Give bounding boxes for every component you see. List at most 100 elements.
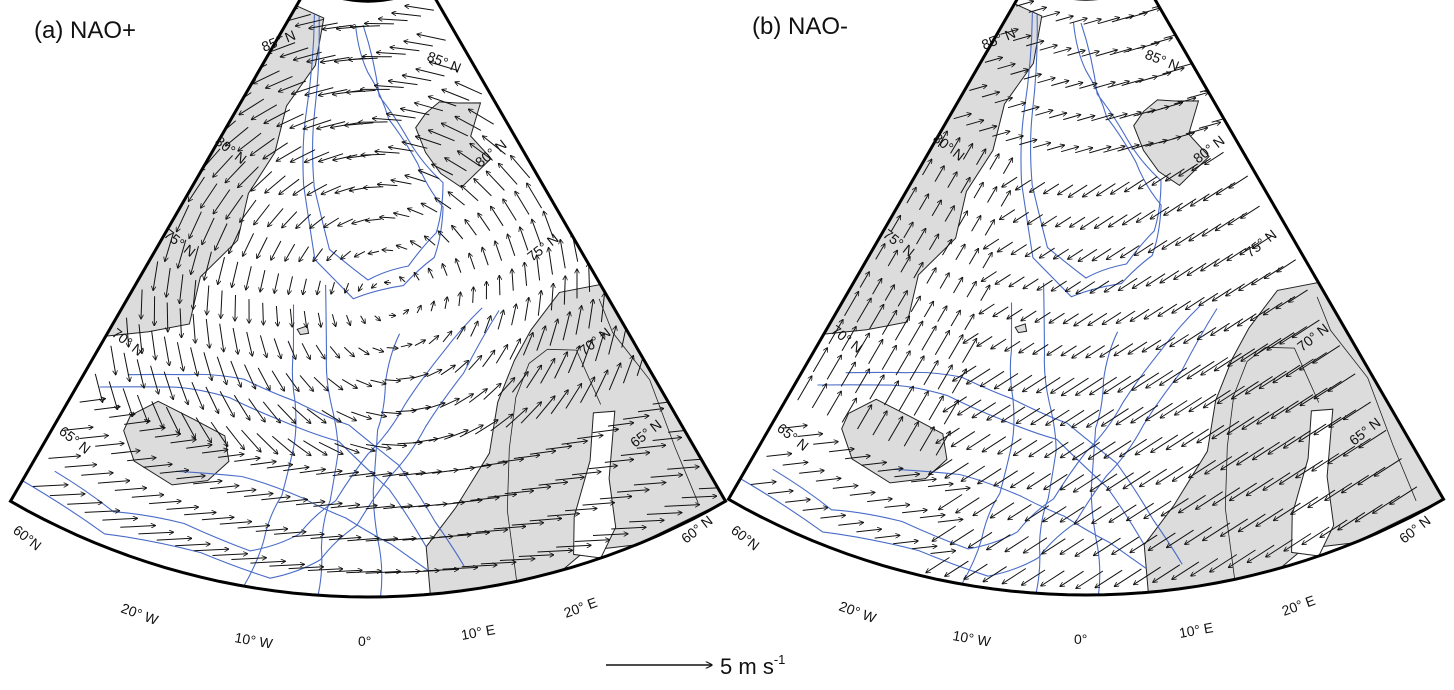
wind-vector (468, 389, 487, 403)
wind-vector (1221, 518, 1248, 536)
wind-vector (636, 445, 666, 449)
lat-label: 80° N (1190, 132, 1228, 166)
wind-vector (526, 365, 542, 389)
wind-vector (1263, 472, 1291, 491)
wind-vector (1213, 288, 1232, 301)
wind-vector (939, 273, 949, 289)
wind-vector (453, 500, 482, 504)
wind-vector (366, 219, 382, 221)
wind-vector (947, 172, 957, 188)
wind-vector (1005, 536, 1029, 552)
lat-label: 75° N (524, 230, 562, 264)
wind-vector (1313, 345, 1341, 364)
wind-vector (497, 459, 524, 463)
wind-vector (524, 298, 529, 321)
wind-vector (499, 276, 500, 296)
wind-vector (513, 455, 540, 459)
wind-vector (1097, 18, 1120, 25)
wind-vector (304, 311, 306, 327)
wind-vector (1117, 145, 1140, 152)
bathymetry-contour (99, 386, 427, 548)
wind-vector (356, 379, 371, 386)
wind-vector (1083, 19, 1102, 25)
wind-vector (303, 440, 327, 455)
wind-vector (360, 315, 366, 324)
wind-vector (32, 485, 68, 487)
lon-label: 0° (1074, 631, 1087, 647)
wind-vector (219, 522, 252, 525)
wind-vector (141, 289, 142, 319)
wind-vector (1118, 277, 1138, 290)
wind-vector (923, 301, 933, 318)
wind-vector (310, 536, 343, 539)
wind-vector (306, 408, 326, 423)
wind-vector (244, 364, 256, 389)
wind-vector (599, 496, 632, 500)
wind-vector (416, 136, 442, 146)
wind-vector (1063, 313, 1079, 324)
wind-vector (963, 332, 979, 343)
wind-vector (203, 352, 212, 380)
wind-vector (950, 528, 975, 544)
wind-vector (405, 175, 426, 183)
wind-vector (219, 323, 224, 352)
wind-vector (321, 409, 341, 422)
wind-vector (499, 559, 535, 561)
wind-vector (293, 181, 314, 195)
wind-vector (483, 136, 506, 155)
wind-vector (1028, 7, 1047, 13)
wind-vector (1035, 311, 1051, 322)
wind-vector (95, 443, 124, 447)
wind-vector (1266, 539, 1293, 558)
wind-vector (832, 486, 858, 489)
wind-vector (209, 486, 239, 490)
wind-vector (604, 459, 634, 463)
wind-vector (67, 503, 102, 505)
wind-vector (1095, 569, 1123, 588)
wind-vector (1125, 13, 1148, 20)
wind-vector (439, 399, 459, 408)
wind-vector (973, 499, 997, 515)
wind-vector (1328, 445, 1356, 464)
scandinavia-landmass (425, 283, 726, 597)
wind-vector (1187, 262, 1207, 275)
wind-vector (943, 396, 967, 412)
wind-vector (1312, 453, 1340, 472)
wind-vector (64, 465, 97, 468)
wind-vector (1148, 532, 1176, 551)
wind-vector (1023, 376, 1047, 392)
greenland-landmass (822, 3, 1043, 335)
wind-vector (1023, 74, 1042, 80)
wind-vector (177, 204, 190, 232)
wind-vector (114, 488, 147, 491)
wind-vector (1063, 115, 1081, 121)
wind-vector (193, 481, 222, 485)
wind-vector (372, 118, 402, 120)
wind-vector (1023, 278, 1039, 289)
wind-vector (913, 391, 928, 416)
wind-vector (910, 296, 920, 313)
wind-vector (351, 411, 371, 419)
wind-vector (1030, 181, 1046, 192)
wind-vector (1090, 280, 1110, 293)
wind-vector (1061, 409, 1085, 425)
wind-vector (176, 342, 183, 371)
wind-vector (1229, 175, 1249, 188)
wind-vector (483, 383, 501, 400)
wind-vector (919, 427, 934, 452)
wind-vector (122, 388, 132, 416)
wind-vector (276, 305, 277, 326)
wind-vector (262, 401, 280, 423)
wind-vector (290, 116, 318, 128)
wind-vector (953, 114, 972, 120)
wind-vector (295, 18, 325, 26)
wind-vector (219, 390, 234, 417)
wind-vector (456, 326, 465, 340)
wind-vector (156, 538, 192, 540)
wind-vector (1130, 534, 1158, 553)
wind-vector (1224, 318, 1244, 331)
wind-vector (1197, 424, 1225, 443)
wind-vector (1107, 472, 1134, 491)
wind-vector (987, 534, 1011, 550)
wind-vector (127, 458, 156, 462)
